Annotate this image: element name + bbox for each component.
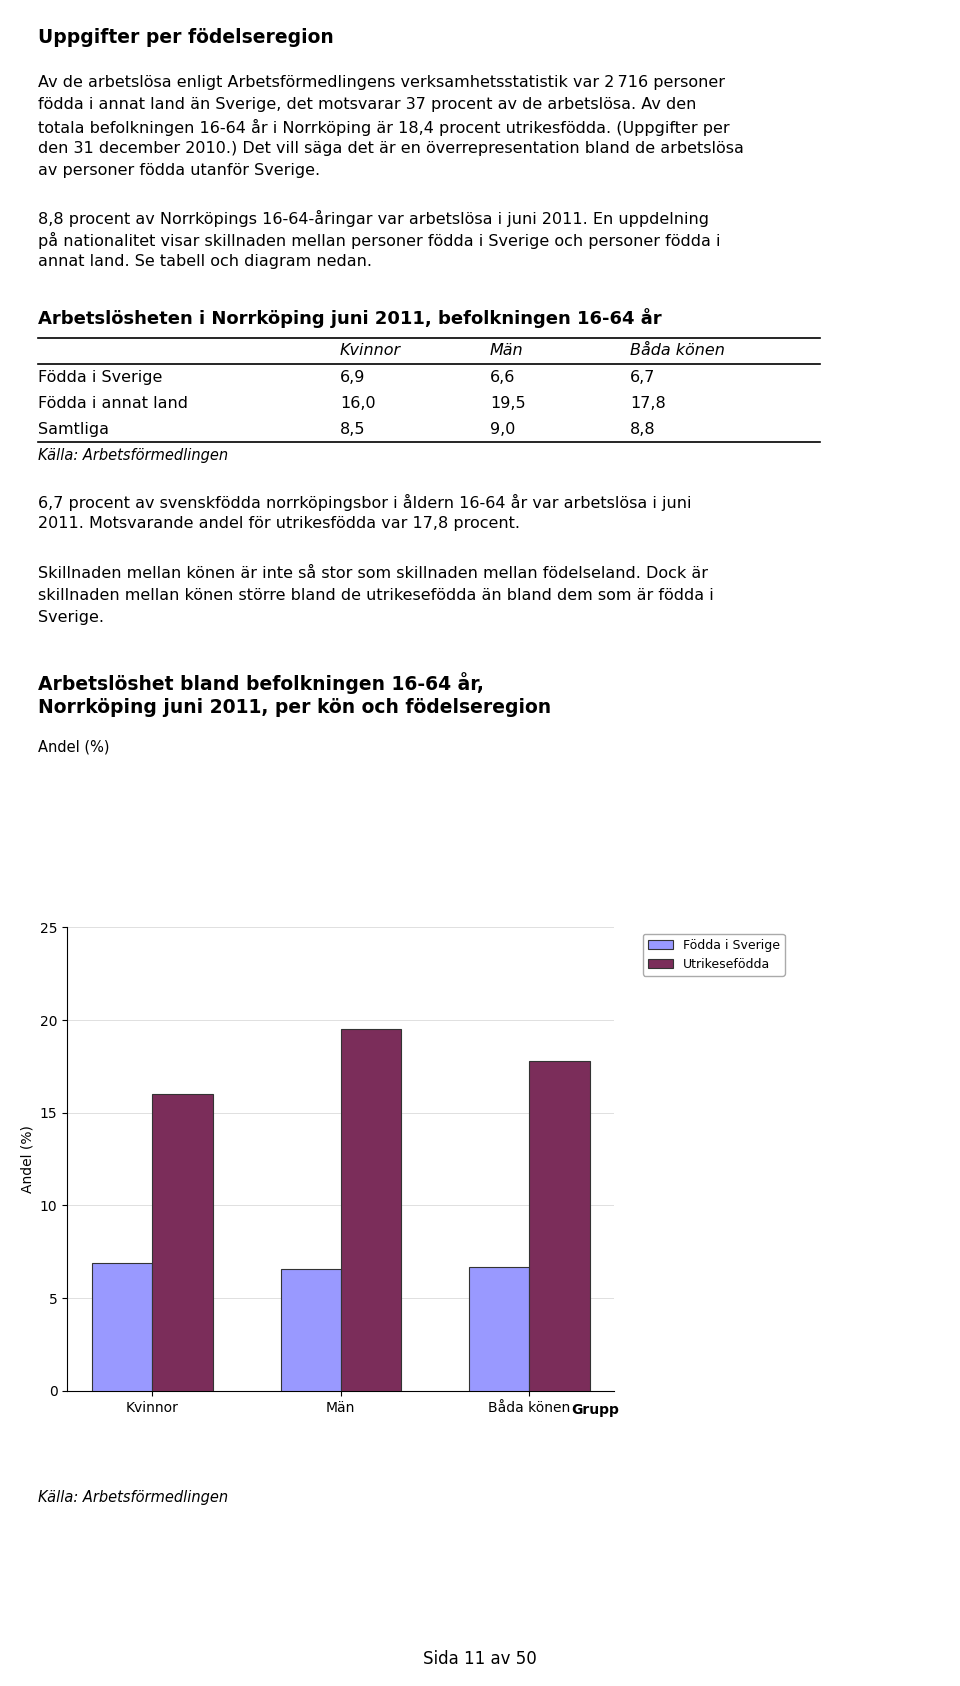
Text: på nationalitet visar skillnaden mellan personer födda i Sverige och personer fö: på nationalitet visar skillnaden mellan …	[38, 233, 721, 250]
Text: Källa: Arbetsförmedlingen: Källa: Arbetsförmedlingen	[38, 448, 228, 464]
Bar	[468, 1266, 529, 1391]
Text: 17,8: 17,8	[630, 396, 665, 411]
Text: totala befolkningen 16-64 år i Norrköping är 18,4 procent utrikesfödda. (Uppgift: totala befolkningen 16-64 år i Norrköpin…	[38, 120, 730, 137]
Text: Arbetslöshet bland befolkningen 16-64 år,: Arbetslöshet bland befolkningen 16-64 år…	[38, 673, 484, 695]
Text: 8,5: 8,5	[340, 422, 366, 437]
Text: 9,0: 9,0	[490, 422, 516, 437]
Text: Födda i annat land: Födda i annat land	[38, 396, 188, 411]
Text: Sverige.: Sverige.	[38, 610, 104, 626]
Text: 6,9: 6,9	[340, 369, 366, 384]
Text: 6,7 procent av svenskfödda norrköpingsbor i åldern 16-64 år var arbetslösa i jun: 6,7 procent av svenskfödda norrköpingsbo…	[38, 494, 691, 511]
Text: Skillnaden mellan könen är inte så stor som skillnaden mellan födelseland. Dock : Skillnaden mellan könen är inte så stor …	[38, 566, 708, 582]
Bar	[280, 1268, 341, 1391]
Text: Båda könen: Båda könen	[630, 342, 725, 357]
Text: Kvinnor: Kvinnor	[340, 342, 401, 357]
Text: Grupp: Grupp	[571, 1403, 619, 1416]
Text: Av de arbetslösa enligt Arbetsförmedlingens verksamhetsstatistik var 2 716 perso: Av de arbetslösa enligt Arbetsförmedling…	[38, 74, 725, 89]
Text: Arbetslösheten i Norrköping juni 2011, befolkningen 16-64 år: Arbetslösheten i Norrköping juni 2011, b…	[38, 309, 661, 329]
Text: Andel (%): Andel (%)	[38, 740, 109, 755]
Bar	[341, 1028, 401, 1391]
Bar	[529, 1060, 589, 1391]
Bar	[153, 1094, 213, 1391]
Text: Födda i Sverige: Födda i Sverige	[38, 369, 162, 384]
Y-axis label: Andel (%): Andel (%)	[20, 1125, 35, 1194]
Text: av personer födda utanför Sverige.: av personer födda utanför Sverige.	[38, 164, 320, 179]
Text: 2011. Motsvarande andel för utrikesfödda var 17,8 procent.: 2011. Motsvarande andel för utrikesfödda…	[38, 516, 520, 531]
Text: 16,0: 16,0	[340, 396, 375, 411]
Legend: Födda i Sverige, Utrikesefödda: Födda i Sverige, Utrikesefödda	[642, 934, 784, 976]
Text: Uppgifter per födelseregion: Uppgifter per födelseregion	[38, 29, 334, 47]
Text: 19,5: 19,5	[490, 396, 526, 411]
Text: 6,6: 6,6	[490, 369, 516, 384]
Text: skillnaden mellan könen större bland de utrikesefödda än bland dem som är födda : skillnaden mellan könen större bland de …	[38, 588, 713, 604]
Text: Män: Män	[490, 342, 523, 357]
Text: Sida 11 av 50: Sida 11 av 50	[423, 1651, 537, 1667]
Text: Norrköping juni 2011, per kön och födelseregion: Norrköping juni 2011, per kön och födels…	[38, 698, 551, 717]
Text: 8,8 procent av Norrköpings 16-64-åringar var arbetslösa i juni 2011. En uppdelni: 8,8 procent av Norrköpings 16-64-åringar…	[38, 211, 709, 228]
Text: den 31 december 2010.) Det vill säga det är en överrepresentation bland de arbet: den 31 december 2010.) Det vill säga det…	[38, 142, 744, 157]
Text: Samtliga: Samtliga	[38, 422, 109, 437]
Text: annat land. Se tabell och diagram nedan.: annat land. Se tabell och diagram nedan.	[38, 255, 372, 270]
Bar	[92, 1263, 153, 1391]
Text: Källa: Arbetsförmedlingen: Källa: Arbetsförmedlingen	[38, 1490, 228, 1506]
Text: 8,8: 8,8	[630, 422, 656, 437]
Text: födda i annat land än Sverige, det motsvarar 37 procent av de arbetslösa. Av den: födda i annat land än Sverige, det motsv…	[38, 98, 696, 111]
Text: 6,7: 6,7	[630, 369, 656, 384]
